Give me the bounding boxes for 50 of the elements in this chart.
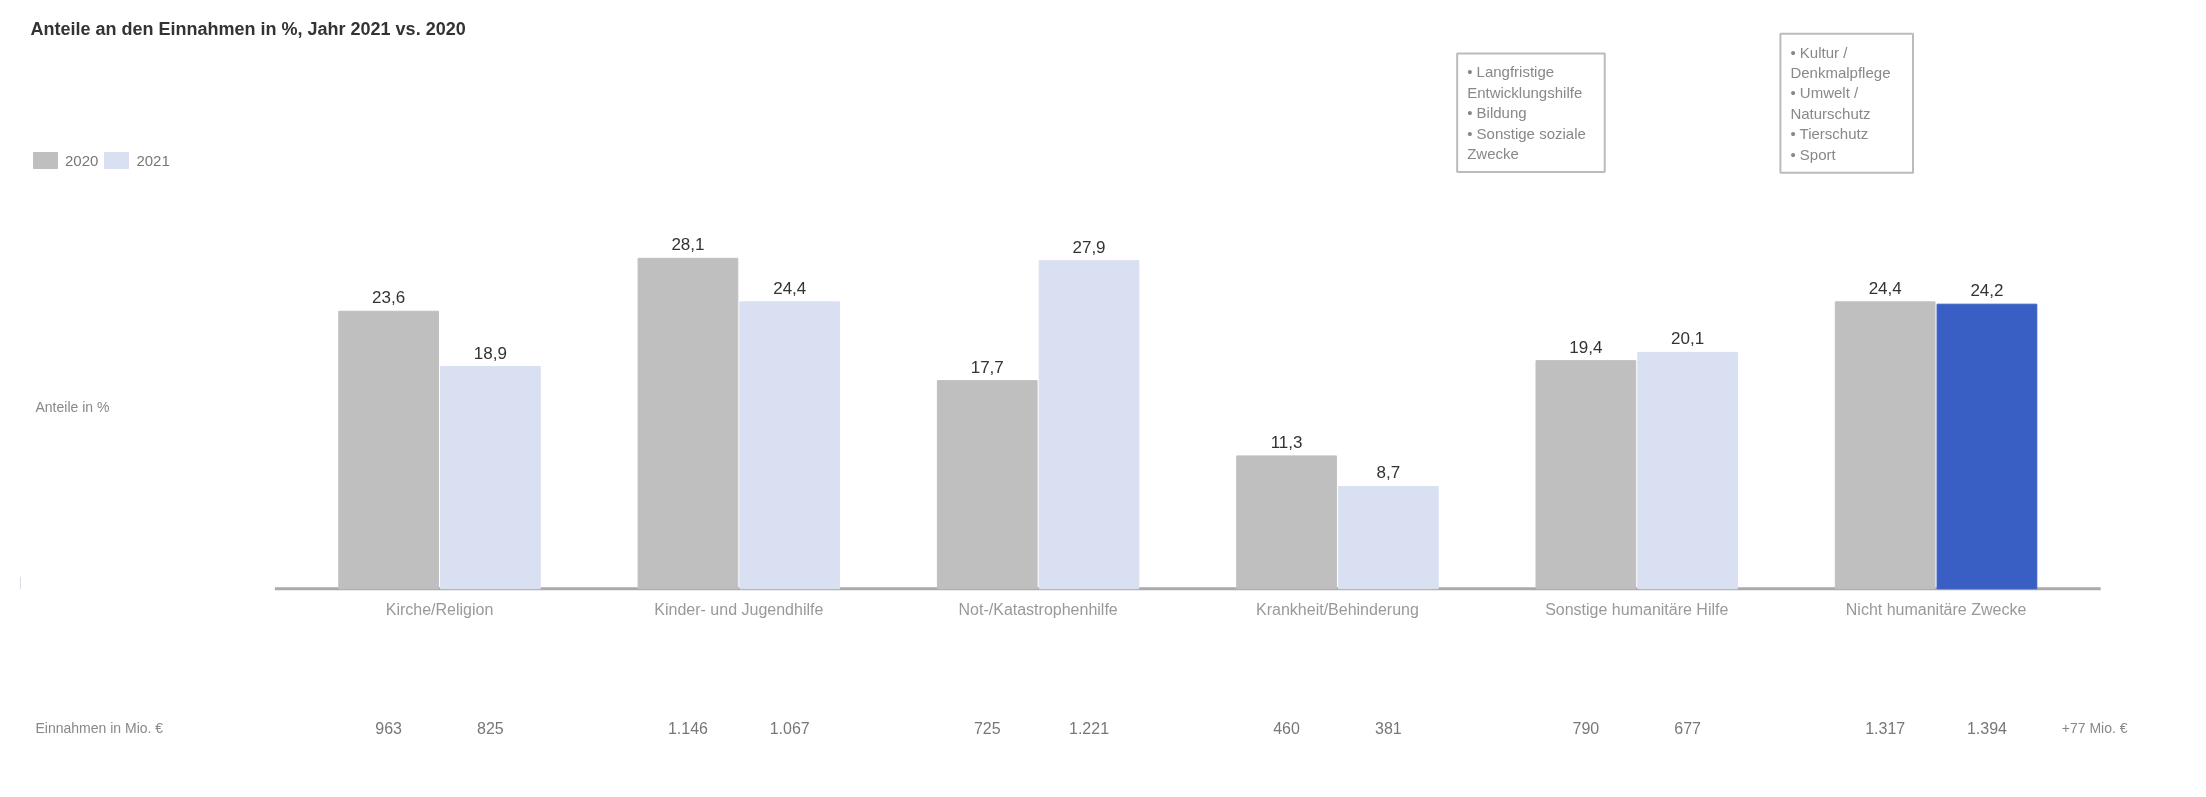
text: Einnahmen in Mio. € <box>35 719 164 736</box>
data-label: 23,6 <box>372 288 406 308</box>
data-label: 11,3 <box>1270 432 1303 452</box>
bar <box>637 257 739 590</box>
bar <box>338 310 440 590</box>
chart-title: Anteile an den Einnahmen in %, Jahr 2021 vs. 2020 <box>30 18 466 39</box>
text: 825 <box>477 719 504 737</box>
text: +77 Mio. € <box>2061 719 2128 736</box>
text: 381 <box>1374 719 1402 737</box>
text: Anteile in % <box>35 399 110 416</box>
text: 1.067 <box>769 719 810 737</box>
legend-label: 2020 <box>65 151 99 169</box>
text: • Kultur / Denkmalpflege • Umwelt / Naturschutz • Tierschutz • Sport <box>1790 43 1891 163</box>
bar <box>1236 455 1337 590</box>
data-label: 24,2 <box>1970 281 2004 301</box>
x-tick-label: Kinder- und Jugendhilfe <box>654 600 824 618</box>
data-label: 20,1 <box>1671 329 1705 349</box>
data-label: 17,7 <box>970 357 1004 377</box>
data-label: 8,7 <box>1376 463 1401 483</box>
text: 460 <box>1273 719 1301 737</box>
text: 790 <box>1572 719 1600 737</box>
bar <box>1535 360 1637 590</box>
text: 1.221 <box>1069 719 1110 737</box>
data-label: 24,4 <box>773 278 807 298</box>
text: 963 <box>375 719 403 737</box>
bar <box>739 301 841 590</box>
bar <box>1834 301 1936 590</box>
bar <box>1637 351 1738 590</box>
bar <box>440 366 541 590</box>
x-tick-label: Not-/Katastrophenhilfe <box>958 600 1118 618</box>
bar <box>1337 485 1439 590</box>
x-tick-label: Sonstige humanitäre Hilfe <box>1545 600 1729 618</box>
text: 1.146 <box>667 719 709 737</box>
text: 1.394 <box>1966 719 2008 737</box>
bar <box>936 380 1038 590</box>
text: 725 <box>973 719 1001 737</box>
data-label: 24,4 <box>1868 278 1902 298</box>
x-tick-label: Nicht humanitäre Zwecke <box>1845 600 2027 618</box>
x-tick-label: Kirche/Religion <box>385 600 494 618</box>
data-label: 18,9 <box>473 343 507 363</box>
bar <box>1936 303 2038 590</box>
text: • Langfristige Entwicklungshilfe • Bildung • Sonstige soziale Zwecke <box>1467 63 1586 163</box>
legend-label: 2021 <box>136 151 170 169</box>
data-label: 28,1 <box>671 235 705 255</box>
text: 677 <box>1674 719 1702 737</box>
text: 1.317 <box>1865 719 1906 737</box>
data-label: 27,9 <box>1072 237 1106 257</box>
bar <box>1038 260 1140 590</box>
x-tick-label: Krankheit/Behinderung <box>1256 600 1419 618</box>
data-label: 19,4 <box>1569 337 1603 357</box>
